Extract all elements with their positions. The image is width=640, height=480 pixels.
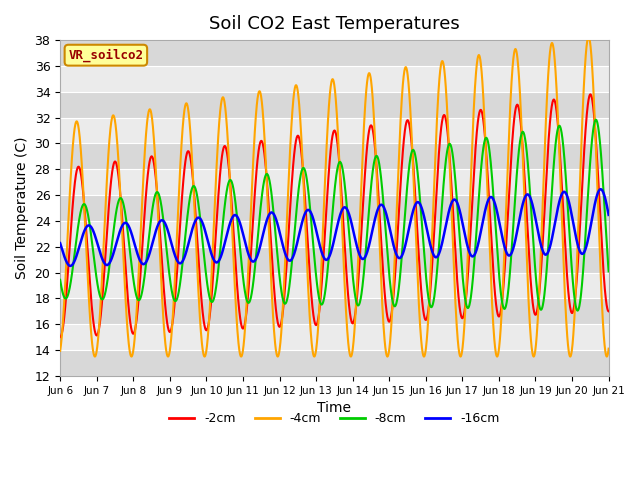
Bar: [60, 350, 609, 376]
Bar: [60, 40, 609, 66]
Bar: [60, 221, 609, 247]
Bar: [60, 273, 609, 299]
Bar: [60, 144, 609, 169]
Bar: [60, 118, 609, 144]
Legend: -2cm, -4cm, -8cm, -16cm: -2cm, -4cm, -8cm, -16cm: [164, 407, 504, 430]
Bar: [60, 324, 609, 350]
Text: VR_soilco2: VR_soilco2: [68, 48, 143, 62]
Title: Soil CO2 East Temperatures: Soil CO2 East Temperatures: [209, 15, 460, 33]
Bar: [60, 247, 609, 273]
Bar: [60, 169, 609, 195]
Bar: [60, 66, 609, 92]
X-axis label: Time: Time: [317, 401, 351, 415]
Bar: [60, 92, 609, 118]
Y-axis label: Soil Temperature (C): Soil Temperature (C): [15, 137, 29, 279]
Bar: [60, 195, 609, 221]
Bar: [60, 299, 609, 324]
